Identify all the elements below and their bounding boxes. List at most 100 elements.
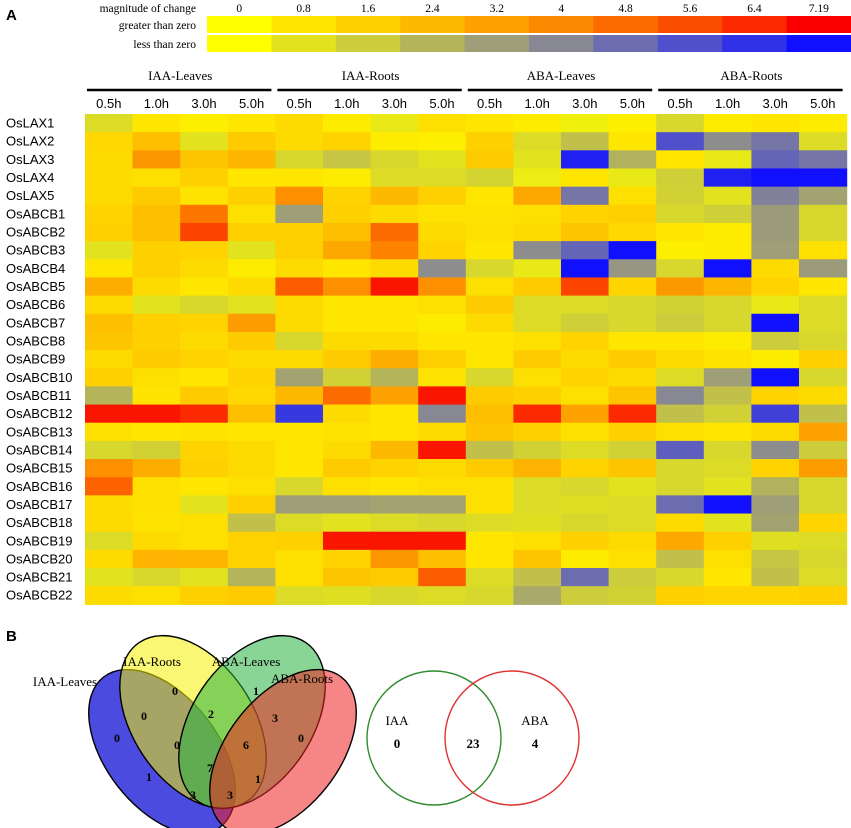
- heat-cell-OsABCB2-13: [703, 222, 752, 242]
- heat-cell-OsLAX2-4: [275, 132, 324, 151]
- legend-greater-swatch-6: [593, 16, 659, 33]
- heat-cell-OsABCB8-2: [180, 331, 229, 351]
- heat-cell-OsABCB12-3: [227, 404, 276, 424]
- heat-cell-OsABCB21-5: [323, 568, 372, 587]
- heat-cell-OsLAX1-8: [465, 114, 514, 133]
- legend-greater-swatch-5: [529, 16, 594, 33]
- venn-set-label-aba-leaves: ABA-Leaves: [212, 654, 281, 669]
- row-label-OsABCB14: OsABCB14: [6, 442, 72, 457]
- heat-cell-OsABCB14-12: [656, 440, 705, 460]
- heat-cell-OsABCB13-9: [513, 422, 562, 442]
- legend-tick-1: 0.8: [296, 3, 311, 15]
- heat-cell-OsABCB20-1: [132, 549, 181, 569]
- heat-cell-OsABCB13-7: [418, 422, 467, 442]
- legend-less-swatch-1: [271, 35, 337, 52]
- heat-cell-OsABCB1-2: [180, 204, 229, 224]
- heat-cell-OsLAX4-2: [180, 168, 229, 188]
- heat-cell-OsABCB9-11: [608, 350, 657, 369]
- heat-cell-OsABCB5-11: [608, 277, 657, 297]
- heat-cell-OsLAX2-15: [799, 132, 848, 151]
- heat-cell-OsABCB9-3: [227, 350, 276, 369]
- heat-cell-OsABCB17-3: [227, 495, 276, 515]
- heat-cell-OsABCB17-2: [180, 495, 229, 515]
- timepoint-label-15: 5.0h: [810, 96, 835, 111]
- heat-cell-OsABCB14-8: [465, 440, 514, 460]
- venn2-count-iaa-only: 0: [394, 736, 401, 751]
- heat-cell-OsABCB14-11: [608, 440, 657, 460]
- heat-cell-OsABCB11-11: [608, 386, 657, 406]
- heat-cell-OsABCB14-7: [418, 440, 467, 460]
- heat-cell-OsABCB18-6: [370, 513, 419, 533]
- heat-cell-OsABCB6-15: [799, 295, 848, 315]
- group-headers: IAA-Leaves IAA-Roots ABA-Leaves ABA-Roots: [87, 68, 843, 92]
- heat-cell-OsLAX2-10: [561, 132, 610, 151]
- heat-cell-OsABCB14-14: [751, 440, 800, 460]
- heat-cell-OsABCB2-10: [561, 222, 610, 242]
- heat-cell-OsABCB2-4: [275, 222, 324, 242]
- heat-cell-OsABCB21-13: [703, 568, 752, 587]
- heat-cell-OsABCB18-4: [275, 513, 324, 533]
- heat-cell-OsABCB17-12: [656, 495, 705, 515]
- heat-cell-OsLAX1-2: [180, 114, 229, 133]
- heat-cell-OsABCB15-13: [703, 459, 752, 478]
- heat-cell-OsLAX5-11: [608, 186, 657, 206]
- heat-cell-OsABCB15-6: [370, 459, 419, 478]
- legend-title: magnitude of change: [100, 3, 196, 15]
- heat-cell-OsLAX2-3: [227, 132, 276, 151]
- heat-cell-OsABCB18-1: [132, 513, 181, 533]
- heat-cell-OsABCB8-3: [227, 331, 276, 351]
- heat-cell-OsLAX4-5: [323, 168, 372, 188]
- heat-cell-OsABCB5-13: [703, 277, 752, 297]
- legend-greater-swatch-9: [786, 16, 851, 33]
- heat-cell-OsLAX5-5: [323, 186, 372, 206]
- venn-count-iaa-leaves-aba-roots: 1: [255, 772, 261, 786]
- row-label-OsABCB10: OsABCB10: [6, 370, 72, 385]
- heat-cell-OsABCB16-4: [275, 477, 324, 496]
- heat-cell-OsLAX2-0: [85, 132, 134, 151]
- heat-cell-OsABCB5-4: [275, 277, 324, 297]
- heat-cell-OsABCB15-7: [418, 459, 467, 478]
- timepoint-label-6: 3.0h: [382, 96, 407, 111]
- heat-cell-OsABCB7-10: [561, 313, 610, 333]
- heat-cell-OsABCB3-10: [561, 241, 610, 260]
- heat-cell-OsLAX4-11: [608, 168, 657, 188]
- heat-cell-OsABCB20-10: [561, 549, 610, 569]
- heat-cell-OsABCB19-2: [180, 531, 229, 551]
- legend-tick-5: 4: [558, 3, 564, 15]
- heat-cell-OsABCB1-7: [418, 204, 467, 224]
- heat-cell-OsLAX3-14: [751, 150, 800, 170]
- venn-set-label-iaa-roots: IAA-Roots: [123, 654, 181, 669]
- heat-cell-OsABCB8-4: [275, 331, 324, 351]
- heat-cell-OsABCB11-0: [85, 386, 134, 406]
- heat-cell-OsLAX5-15: [799, 186, 848, 206]
- heat-cell-OsABCB21-14: [751, 568, 800, 587]
- heat-cell-OsABCB19-13: [703, 531, 752, 551]
- heat-cell-OsABCB18-9: [513, 513, 562, 533]
- venn-count-iaa-roots-aba-roots: 1: [146, 770, 152, 784]
- heat-cell-OsABCB5-2: [180, 277, 229, 297]
- legend-greater-swatch-0: [207, 16, 272, 33]
- heat-cell-OsABCB11-4: [275, 386, 324, 406]
- venn-count-iaa-roots-aba-leaves: 2: [208, 707, 214, 721]
- legend-less-swatch-0: [207, 35, 272, 52]
- legend-less-swatch-8: [722, 35, 788, 52]
- row-labels: OsLAX1 OsLAX2 OsLAX3 OsLAX4 OsLAX5 OsABCB1 OsA…: [6, 116, 72, 603]
- heat-cell-OsABCB21-2: [180, 568, 229, 587]
- legend-less-swatch-5: [529, 35, 594, 52]
- row-label-OsABCB9: OsABCB9: [6, 352, 65, 367]
- heat-cell-OsABCB6-14: [751, 295, 800, 315]
- heat-cell-OsLAX1-7: [418, 114, 467, 133]
- heat-cell-OsABCB6-11: [608, 295, 657, 315]
- timepoint-label-7: 5.0h: [429, 96, 454, 111]
- venn-diagram-four-sets: IAA-Leaves IAA-Roots ABA-Leaves ABA-Root…: [33, 634, 357, 828]
- heat-cell-OsABCB22-6: [370, 586, 419, 605]
- heat-cell-OsABCB21-7: [418, 568, 467, 587]
- heat-cell-OsABCB16-2: [180, 477, 229, 496]
- heat-cell-OsABCB13-15: [799, 422, 848, 442]
- heat-cell-OsABCB13-12: [656, 422, 705, 442]
- heat-cell-OsABCB15-1: [132, 459, 181, 478]
- heat-cell-OsABCB17-1: [132, 495, 181, 515]
- heat-cell-OsABCB22-11: [608, 586, 657, 605]
- heat-cell-OsABCB7-2: [180, 313, 229, 333]
- color-legend: magnitude of change greater than zero le…: [100, 3, 851, 52]
